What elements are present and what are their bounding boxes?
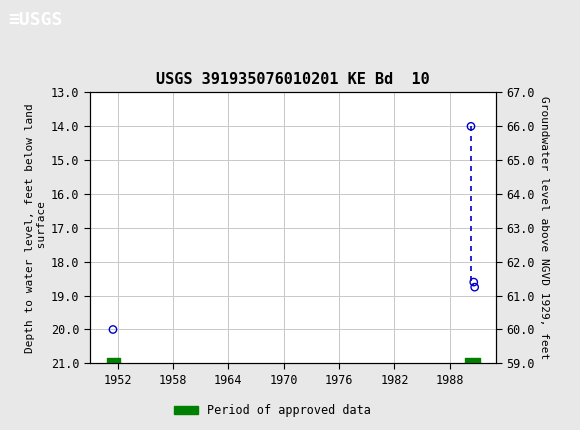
Point <box>108 326 118 333</box>
Legend: Period of approved data: Period of approved data <box>169 399 376 422</box>
Point <box>466 123 476 130</box>
Text: ≡USGS: ≡USGS <box>9 12 63 29</box>
Point <box>469 279 478 286</box>
Y-axis label: Depth to water level, feet below land
 surface: Depth to water level, feet below land su… <box>25 103 47 353</box>
Title: USGS 391935076010201 KE Bd  10: USGS 391935076010201 KE Bd 10 <box>156 72 430 87</box>
Point <box>470 284 479 291</box>
Y-axis label: Groundwater level above NGVD 1929, feet: Groundwater level above NGVD 1929, feet <box>539 96 549 359</box>
